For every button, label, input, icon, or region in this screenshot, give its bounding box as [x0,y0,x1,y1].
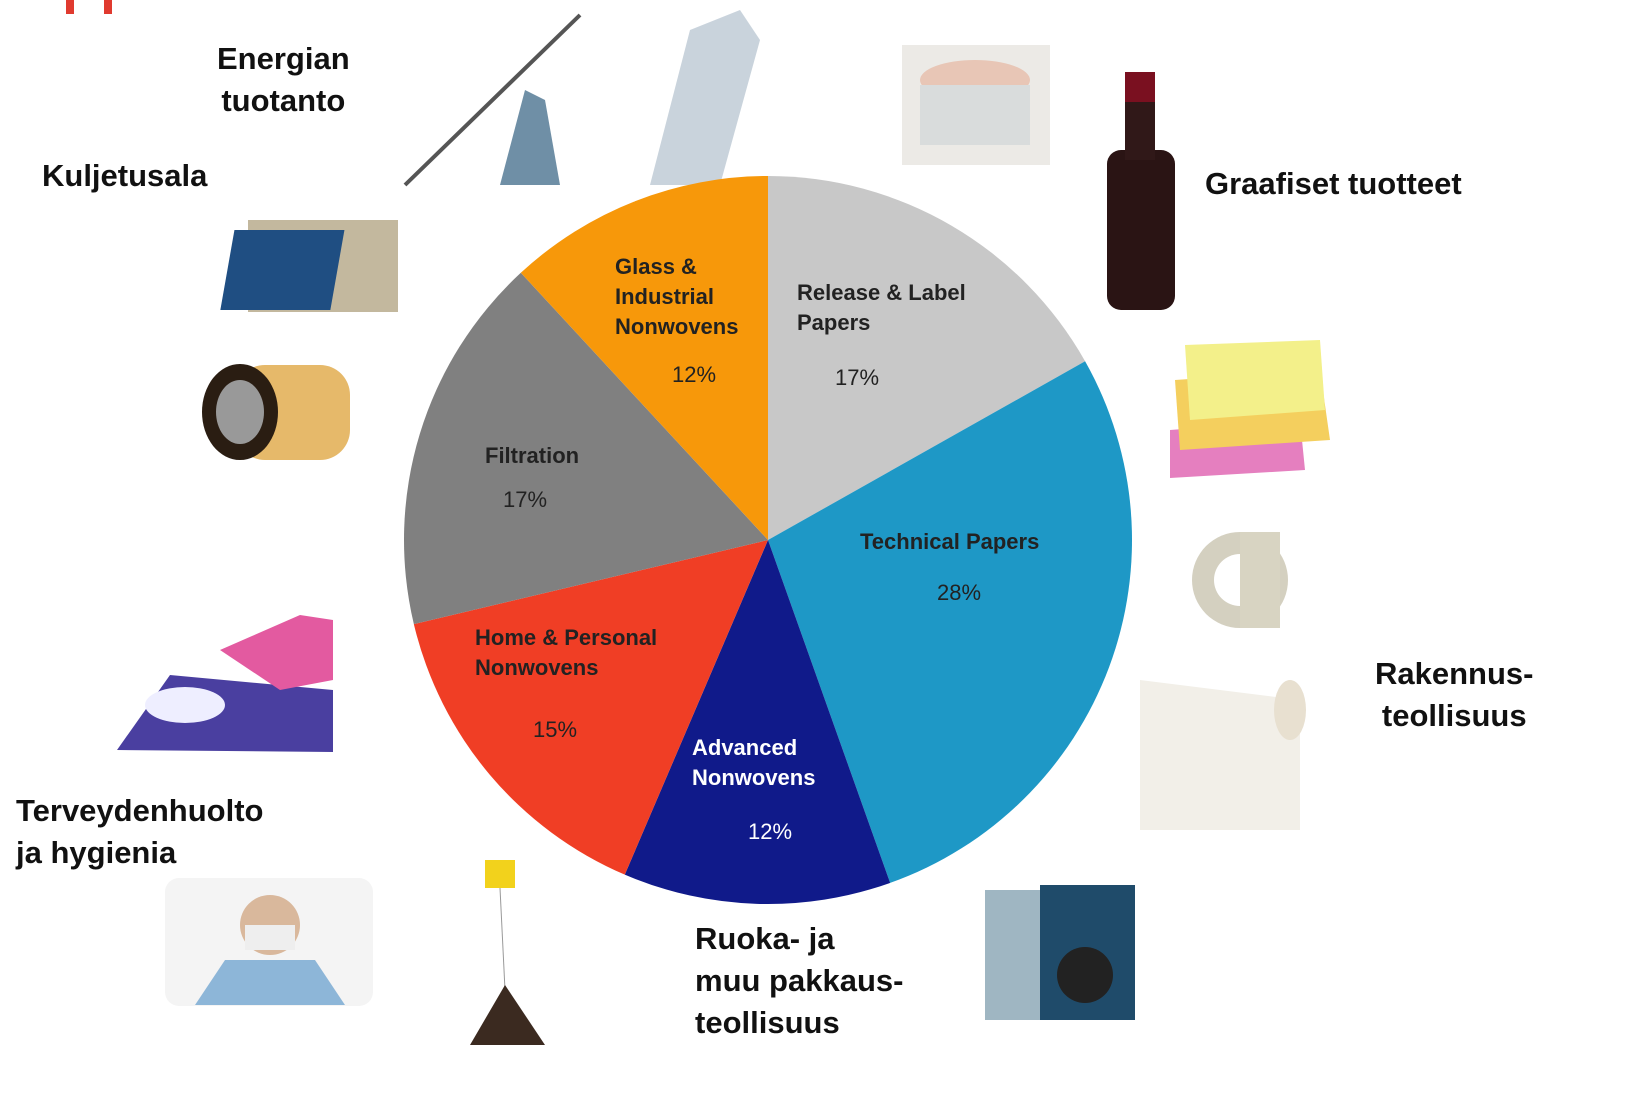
slice-label: Home & Personal Nonwovens [475,625,658,680]
slice-label: Glass & Industrial Nonwovens [615,254,739,339]
value-label: 17% [503,487,548,512]
pie-slice [624,540,891,905]
pie-slice [768,176,1086,540]
slice-label: Release & Label Papers [797,280,966,335]
sector-label: Graafiset tuotteet [1205,166,1462,201]
sector-label: Ruoka- ja muu pakkaus- teollisuus [695,921,904,1040]
pie-slice [404,272,768,625]
decor [66,0,1330,1045]
sector-label: Energian tuotanto [217,41,350,118]
value-label: 28% [937,580,982,605]
sector-label: Rakennus- teollisuus [1375,656,1534,733]
sector-label: Kuljetusala [42,158,208,193]
value-label: 12% [748,819,793,844]
slice-label: Technical Papers [860,529,1040,554]
value-label: 12% [672,362,717,387]
pie-slice [413,540,768,875]
value-label: 17% [835,365,880,390]
slice-label: Filtration [485,443,580,468]
value-label: 15% [533,717,578,742]
slice-label: Advanced Nonwovens [692,735,816,790]
pie-slice [768,361,1132,883]
pie-slice [520,176,768,540]
sector-label: Terveydenhuolto ja hygienia [16,793,264,870]
